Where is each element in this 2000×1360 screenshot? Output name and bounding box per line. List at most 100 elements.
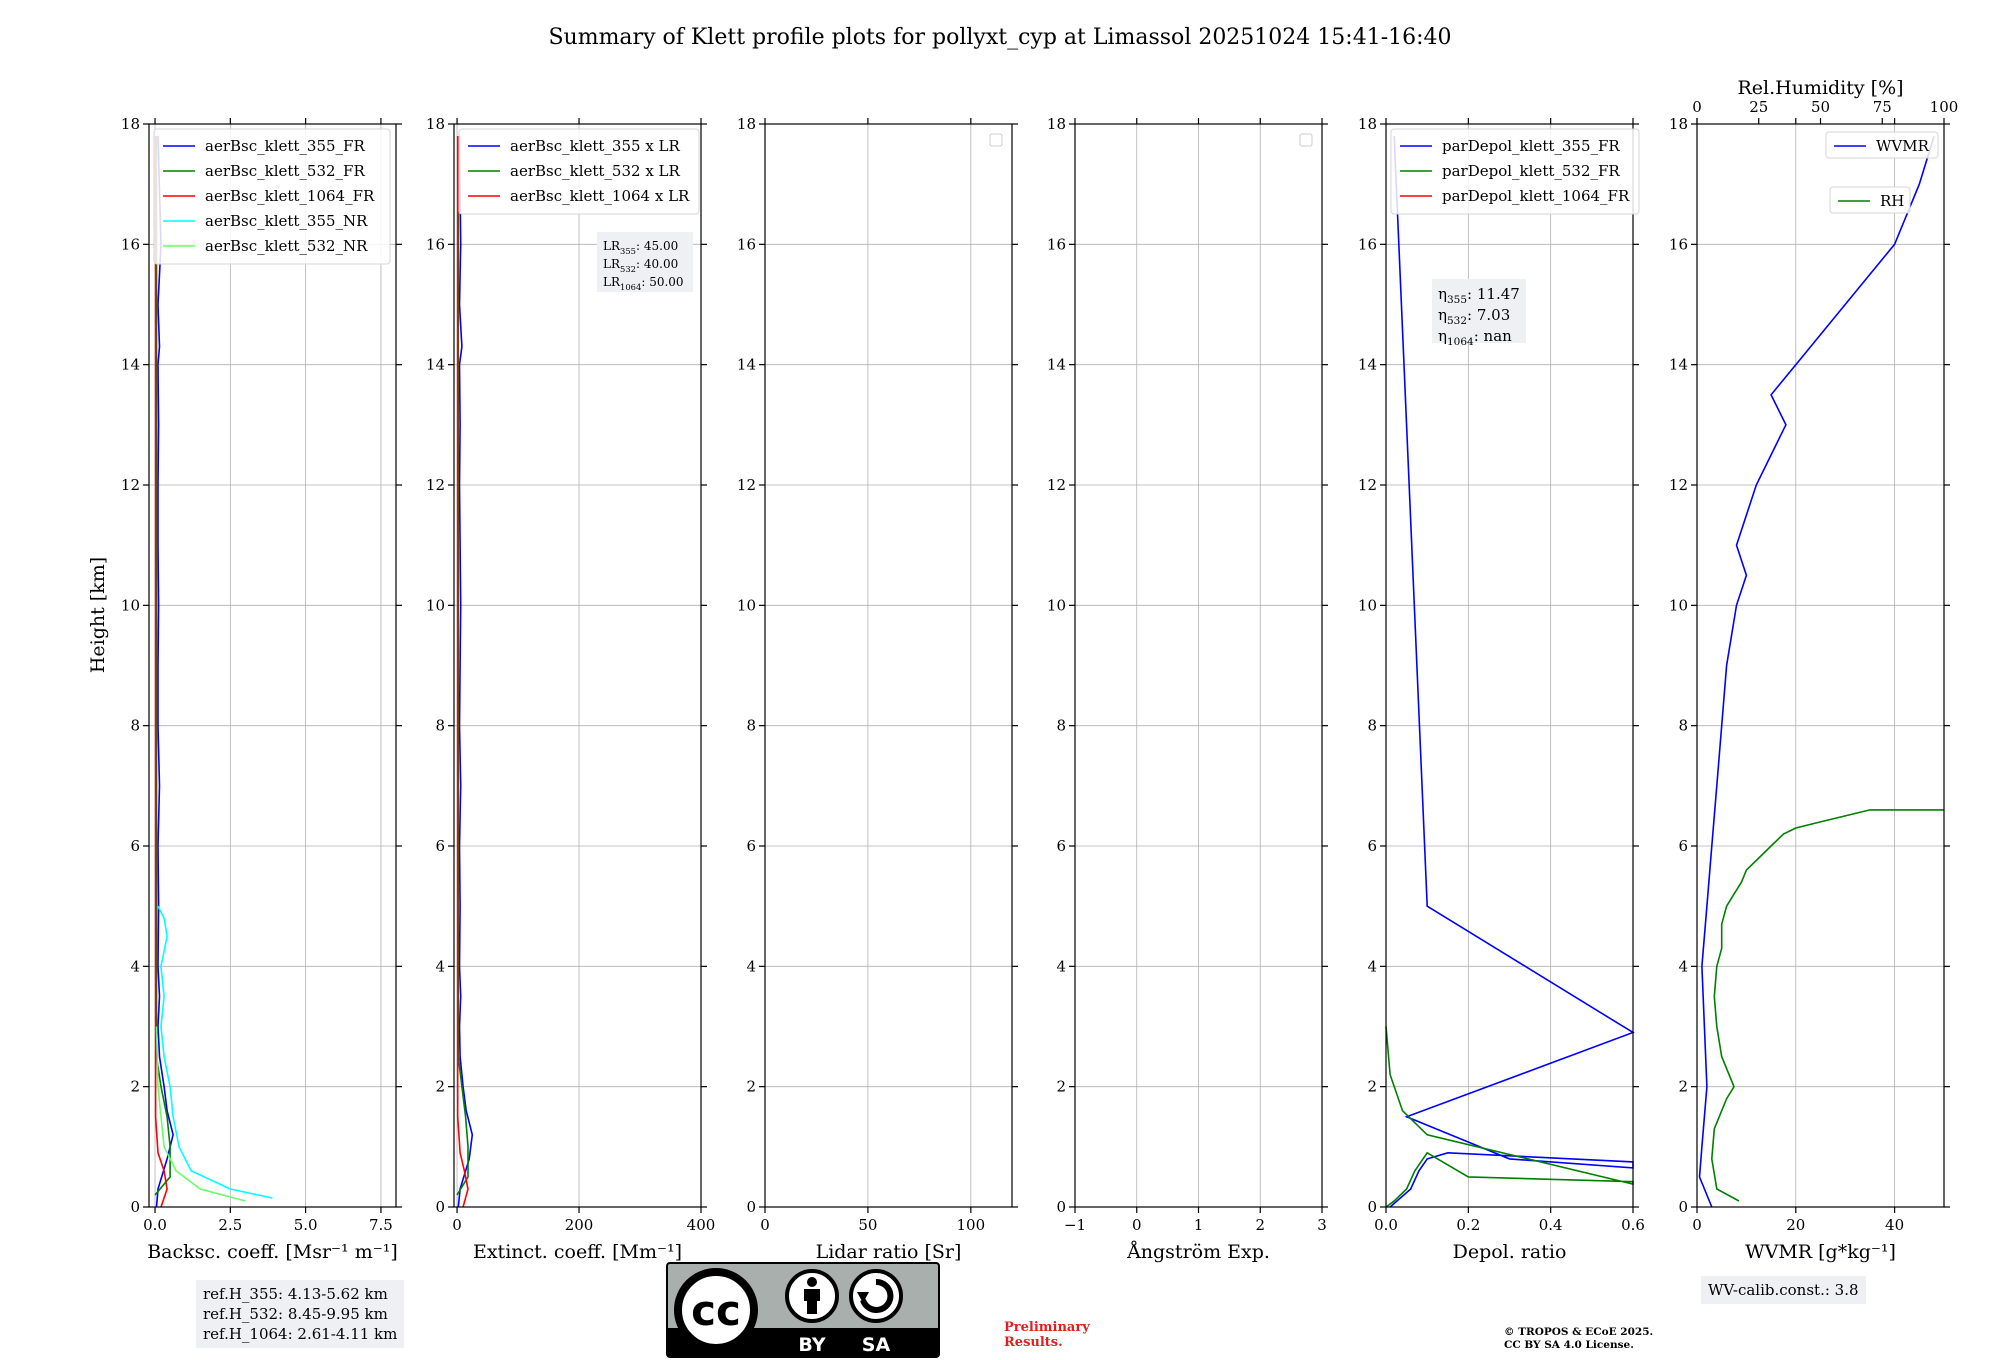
series-line-aerBsc_klett_355_FR (155, 135, 174, 1208)
y-tick-label: 14 (1358, 356, 1377, 374)
x-axis-label: Ångström Exp. (1126, 1241, 1270, 1263)
sa-label: SA (862, 1334, 891, 1356)
ref-height-532: ref.H_532: 8.45-9.95 km (203, 1305, 388, 1323)
y-tick-label: 8 (1678, 717, 1688, 735)
annotation-line: LR532: 40.00 (603, 257, 678, 274)
y-tick-label: 2 (435, 1078, 445, 1096)
x-tick-label: 0 (1132, 1216, 1142, 1234)
x-tick-label: 7.5 (369, 1216, 393, 1234)
legend-frame (1825, 131, 1939, 159)
y-tick-label: 6 (130, 837, 140, 855)
x-tick-label: 0.6 (1621, 1216, 1645, 1234)
y-tick-label: 18 (426, 115, 445, 133)
y-tick-label: 16 (737, 235, 756, 253)
annotation-bg (1432, 279, 1526, 343)
annotation-line: LR355: 45.00 (603, 239, 678, 256)
x-tick-label: −1 (1064, 1216, 1086, 1234)
annotation-bg (597, 232, 693, 292)
y-tick-label: 0 (1056, 1198, 1066, 1216)
y-tick-label: 12 (1358, 476, 1377, 494)
y-tick-label: 2 (746, 1078, 756, 1096)
reference-height-box: ref.H_355: 4.13-5.62 km ref.H_532: 8.45-… (196, 1280, 405, 1348)
y-tick-label: 4 (1056, 957, 1066, 975)
y-tick-label: 0 (1367, 1198, 1377, 1216)
ref-height-355: ref.H_355: 4.13-5.62 km (203, 1285, 388, 1303)
y-tick-label: 6 (746, 837, 756, 855)
y-tick-label: 12 (1669, 476, 1688, 494)
legend: aerBsc_klett_355_FR aerBsc_klett_532_FRae… (153, 128, 391, 265)
top-x-tick-label: 25 (1749, 98, 1768, 116)
axes-frame (1385, 123, 1634, 1208)
y-tick-label: 4 (746, 957, 756, 975)
annotation-line: LR1064: 50.00 (603, 275, 684, 292)
axes-frame (453, 123, 702, 1208)
y-tick-label: 18 (1047, 115, 1066, 133)
x-axis-label: Lidar ratio [Sr] (816, 1241, 962, 1263)
y-tick-label: 8 (435, 717, 445, 735)
x-tick-label: 50 (858, 1216, 877, 1234)
legend-frame (153, 128, 391, 265)
copyright-line-2: CC BY SA 4.0 License. (1504, 1339, 1634, 1351)
legend-frame (1829, 186, 1911, 214)
legend: aerBsc_klett_355 x LR aerBsc_klett_532 x … (458, 128, 700, 215)
figure-title: Summary of Klett profile plots for polly… (548, 25, 1451, 50)
copyright-line-1: © TROPOS & ECoE 2025. (1504, 1326, 1654, 1338)
x-tick-label: 0 (1692, 1216, 1702, 1234)
legend-label: aerBsc_klett_355_FR (205, 137, 365, 155)
x-tick-label: 0.2 (1456, 1216, 1480, 1234)
prelim-line-1: Preliminary (1004, 1320, 1090, 1335)
y-tick-label: 14 (1669, 356, 1688, 374)
y-tick-label: 0 (435, 1198, 445, 1216)
legend-label: aerBsc_klett_1064_FR (205, 187, 375, 205)
panel-depol: 0 2 4 6 8 10 12 14 16 18 0.0 0.2 0.4 0.6 Depol. ratio p… (1358, 115, 1645, 1263)
legend: parDepol_klett_355_FR parDepol_klett_532_… (1390, 128, 1640, 215)
legend-label: RH (1880, 192, 1904, 210)
legend-label: WVMR (1876, 137, 1930, 155)
x-tick-label: 100 (957, 1216, 986, 1234)
legend-label: parDepol_klett_355_FR (1442, 137, 1620, 155)
y-tick-label: 16 (121, 235, 140, 253)
series-line-parDepol_klett_532_FR (1385, 1026, 1634, 1208)
x-tick-label: 40 (1885, 1216, 1904, 1234)
y-tick-label: 16 (1669, 235, 1688, 253)
empty-legend (1299, 133, 1313, 147)
x-tick-label: 0.0 (1374, 1216, 1398, 1234)
x-tick-label: 0.4 (1539, 1216, 1563, 1234)
axes-frame (1696, 123, 1945, 1208)
y-tick-label: 0 (746, 1198, 756, 1216)
top-x-tick-label: 75 (1873, 98, 1892, 116)
x-tick-label: 200 (565, 1216, 594, 1234)
y-tick-label: 4 (130, 957, 140, 975)
x-tick-label: 400 (687, 1216, 716, 1234)
y-tick-label: 4 (1367, 957, 1377, 975)
y-tick-label: 12 (1047, 476, 1066, 494)
y-tick-label: 18 (1669, 115, 1688, 133)
y-tick-label: 6 (1367, 837, 1377, 855)
series-line-WVMR (1698, 135, 1935, 1208)
panel-extinction: 0 2 4 6 8 10 12 14 16 18 0 200 400 Extinct. coeff. [M… (426, 115, 715, 1263)
y-tick-label: 0 (130, 1198, 140, 1216)
top-x-tick-label: 50 (1811, 98, 1830, 116)
y-tick-label: 2 (1678, 1078, 1688, 1096)
x-tick-label: 0 (452, 1216, 462, 1234)
cc-text: cc (691, 1286, 741, 1335)
legend-label: aerBsc_klett_1064 x LR (510, 187, 690, 205)
legend: WVMR RH (1825, 131, 1939, 214)
legend-label: parDepol_klett_532_FR (1442, 162, 1620, 180)
top-x-tick-label: 0 (1692, 98, 1702, 116)
by-label: BY (798, 1334, 825, 1356)
cc-circle-icon (674, 1268, 758, 1352)
y-tick-label: 8 (746, 717, 756, 735)
y-axis-label: Height [km] (87, 557, 109, 673)
panel-lidar_ratio: 0 2 4 6 8 10 12 14 16 18 0 50 100 Lidar ratio [Sr] (737, 115, 1018, 1263)
y-tick-label: 10 (1358, 596, 1377, 614)
x-axis-label: Extinct. coeff. [Mm⁻¹] (473, 1241, 682, 1263)
annotation-line: η1064: nan (1438, 327, 1512, 348)
series-line-aerBsc_klett_1064_FR (154, 136, 168, 1208)
x-tick-label: 5.0 (294, 1216, 318, 1234)
series-line-aerBsc_klett_1064 x LR (456, 136, 469, 1208)
y-tick-label: 10 (1047, 596, 1066, 614)
